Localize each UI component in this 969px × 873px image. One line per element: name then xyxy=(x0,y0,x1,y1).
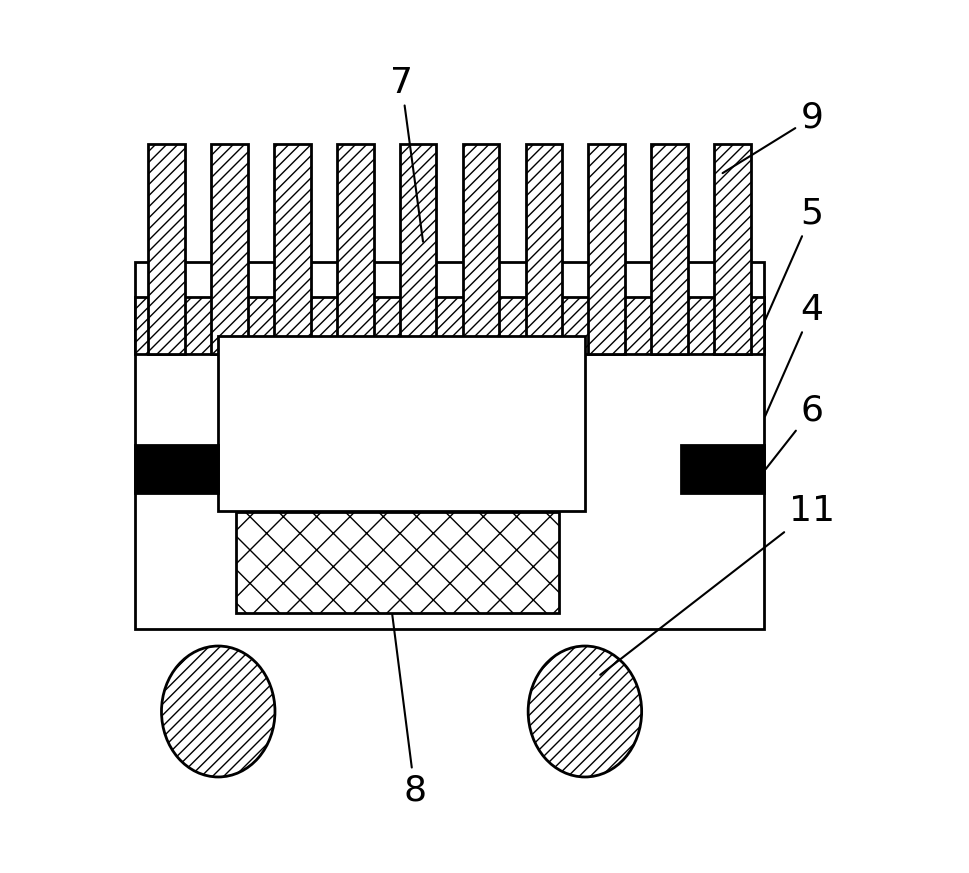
Ellipse shape xyxy=(162,646,275,777)
Bar xyxy=(525,144,562,354)
Bar xyxy=(714,144,751,354)
Bar xyxy=(235,512,559,613)
Bar xyxy=(136,445,218,493)
Ellipse shape xyxy=(528,646,641,777)
Bar xyxy=(211,144,248,354)
Bar xyxy=(681,445,764,493)
Bar xyxy=(651,144,688,354)
Bar xyxy=(274,144,311,354)
Text: 5: 5 xyxy=(765,197,824,320)
Bar xyxy=(218,336,585,511)
Bar xyxy=(337,144,374,354)
Text: 11: 11 xyxy=(600,494,835,675)
Text: 4: 4 xyxy=(765,293,824,416)
Bar xyxy=(588,144,625,354)
Bar xyxy=(136,262,764,629)
Bar xyxy=(400,144,436,354)
Text: 8: 8 xyxy=(389,588,426,807)
Bar xyxy=(462,144,499,354)
Text: 7: 7 xyxy=(391,66,423,242)
Text: 6: 6 xyxy=(766,394,824,469)
Bar xyxy=(136,297,764,354)
Bar xyxy=(148,144,185,354)
Text: 9: 9 xyxy=(723,101,824,173)
